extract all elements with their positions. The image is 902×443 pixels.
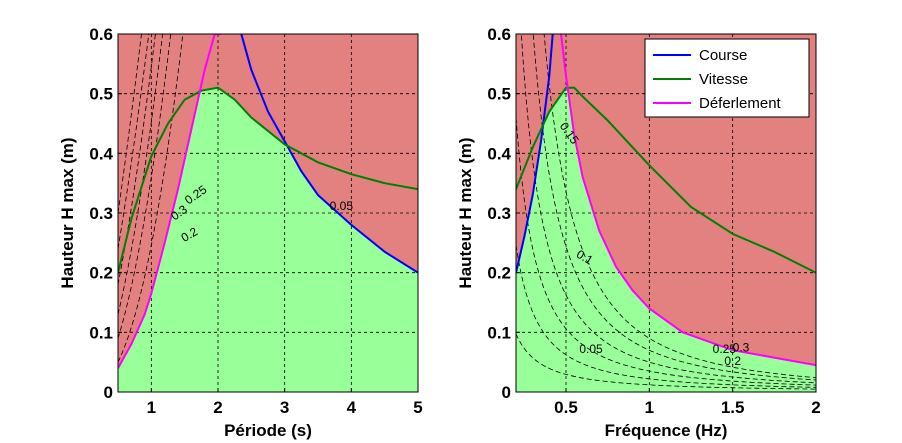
x-axis-label: Période (s) — [224, 421, 312, 440]
y-tick-label: 0.2 — [89, 264, 113, 283]
y-tick-label: 0.1 — [89, 323, 113, 342]
x-tick-label: 1 — [645, 398, 654, 417]
contour-label: 0.3 — [733, 340, 750, 354]
y-tick-label: 0.1 — [487, 323, 511, 342]
x-axis-label: Fréquence (Hz) — [605, 421, 728, 440]
contour-line — [516, 333, 816, 390]
y-tick-label: 0.6 — [89, 25, 113, 44]
y-tick-label: 0.4 — [89, 144, 113, 163]
series-line-course — [516, 34, 554, 273]
contour-label: 0.05 — [579, 342, 603, 356]
x-tick-label: 2 — [213, 398, 222, 417]
x-tick-label: 3 — [280, 398, 289, 417]
y-tick-label: 0.5 — [487, 85, 511, 104]
x-tick-label: 1 — [147, 398, 156, 417]
series-line-dferlement — [118, 34, 222, 369]
y-tick-label: 0.3 — [89, 204, 113, 223]
y-axis-label: Hauteur H max (m) — [456, 137, 475, 288]
contour-label: 0.25 — [713, 342, 737, 356]
y-axis-label: Hauteur H max (m) — [58, 137, 77, 288]
legend-label: Vitesse — [699, 71, 748, 88]
feasible-region — [516, 87, 816, 392]
y-tick-label: 0 — [104, 383, 113, 402]
chart-1: 0.30.250.20.051 2 3 4 500.10.20.30.40.50.6Pé… — [58, 25, 423, 440]
series-line-course — [240, 34, 418, 274]
x-tick-label: 0.5 — [554, 398, 578, 417]
x-tick-label: 4 — [347, 398, 357, 417]
series-line-vitesse — [516, 86, 816, 274]
y-tick-label: 0.3 — [487, 204, 511, 223]
y-tick-label: 0 — [502, 383, 511, 402]
legend-label: Déferlement — [699, 95, 782, 112]
contour-line — [532, 34, 816, 381]
x-tick-label: 2 — [811, 398, 820, 417]
feasible-region — [118, 87, 418, 392]
legend-label: Course — [699, 47, 747, 64]
contour-label: 0.2 — [724, 354, 741, 368]
series-line-vitesse — [118, 86, 418, 273]
y-tick-label: 0.5 — [89, 85, 113, 104]
contour-line — [520, 34, 816, 384]
chart-2: 0.150.10.05 0.250.30.20.5 1 1.5 200.10.20.30… — [456, 25, 821, 440]
x-tick-label: 5 — [413, 398, 422, 417]
y-tick-label: 0.2 — [487, 264, 511, 283]
contour-label: 0.05 — [330, 199, 354, 213]
y-tick-label: 0.4 — [487, 144, 511, 163]
y-tick-label: 0.6 — [487, 25, 511, 44]
legend: Course Vitesse Déferlement — [644, 38, 810, 118]
series-line-dferlement — [560, 34, 816, 367]
x-tick-label: 1.5 — [721, 398, 745, 417]
